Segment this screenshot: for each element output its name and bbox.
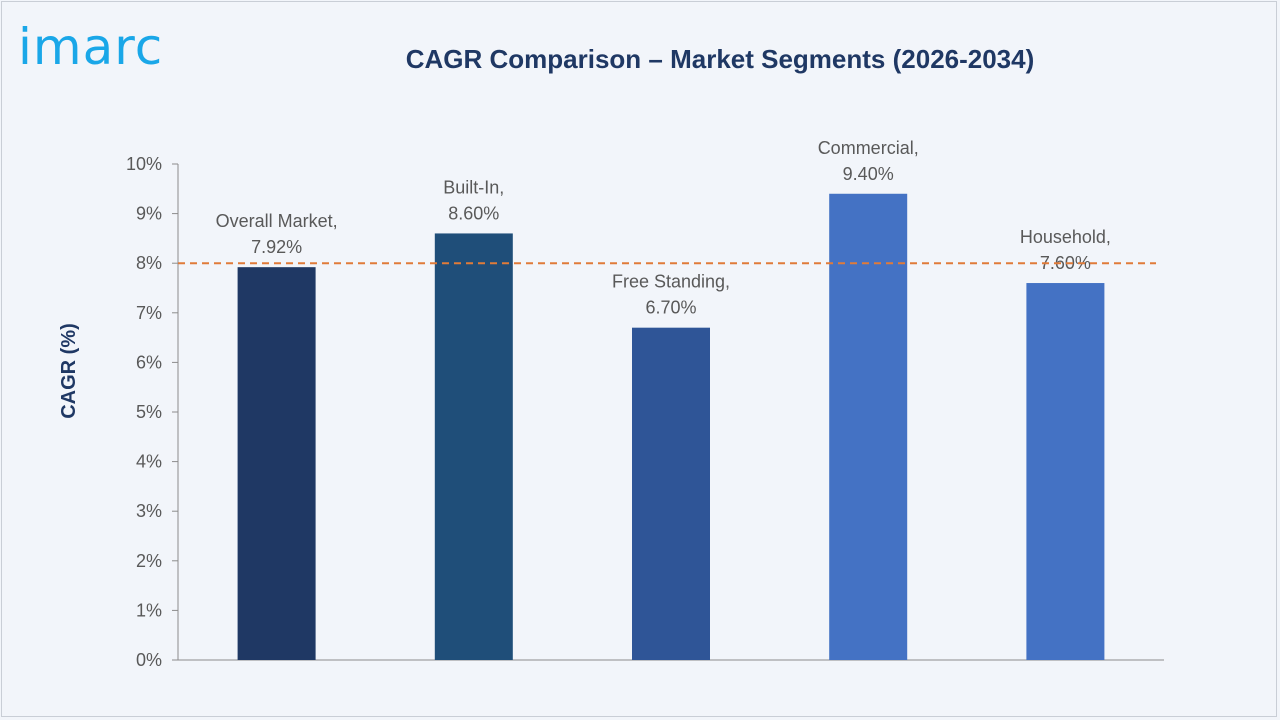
data-label: 9.40% xyxy=(843,164,894,184)
bar-built-in xyxy=(434,233,513,660)
y-tick-label: 9% xyxy=(136,204,162,224)
bar-household xyxy=(1026,283,1105,660)
y-tick-label: 10% xyxy=(126,154,162,174)
y-tick-label: 4% xyxy=(136,452,162,472)
bar-commercial xyxy=(829,193,908,660)
data-label: Commercial, xyxy=(818,138,919,158)
y-tick-label: 8% xyxy=(136,253,162,273)
y-tick-label: 5% xyxy=(136,402,162,422)
data-label: 6.70% xyxy=(645,298,696,318)
data-label: 7.92% xyxy=(251,237,302,257)
data-label: Built-In, xyxy=(443,177,504,197)
data-label: Household, xyxy=(1020,227,1111,247)
bar-overall-market xyxy=(237,267,316,660)
y-tick-label: 2% xyxy=(136,551,162,571)
imarc-logo: imarc xyxy=(18,18,164,76)
data-label: Overall Market, xyxy=(216,211,338,231)
y-tick-label: 7% xyxy=(136,303,162,323)
data-label: Free Standing, xyxy=(612,272,730,292)
data-label: 7.60% xyxy=(1040,253,1091,273)
y-tick-label: 0% xyxy=(136,650,162,670)
y-tick-label: 6% xyxy=(136,352,162,372)
bar-free-standing xyxy=(632,327,710,660)
data-label: 8.60% xyxy=(448,203,499,223)
y-tick-label: 1% xyxy=(136,600,162,620)
y-tick-label: 3% xyxy=(136,501,162,521)
chart-title: CAGR Comparison – Market Segments (2026-… xyxy=(405,44,1035,74)
